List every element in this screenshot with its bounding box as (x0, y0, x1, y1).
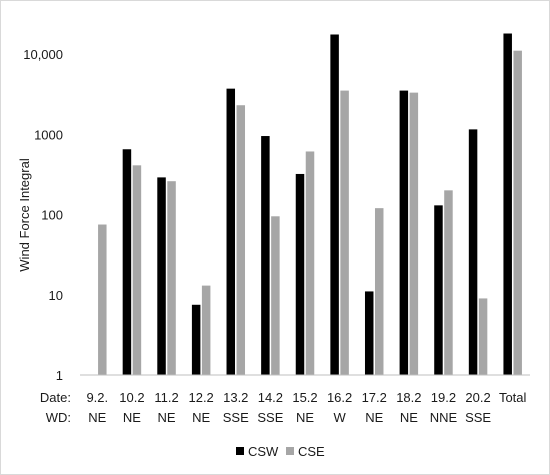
bar-csw-11 (468, 129, 478, 375)
legend-label-csw: CSW (248, 444, 279, 459)
x-wd-label: NE (123, 410, 141, 425)
legend-swatch-csw (236, 447, 244, 455)
bar-csw-1 (122, 149, 132, 375)
x-date-label: 14.2 (258, 390, 283, 405)
bar-csw-5 (261, 136, 270, 375)
x-date-label: 10.2 (119, 390, 144, 405)
y-tick-label: 10 (49, 288, 63, 303)
bar-cse-2 (167, 181, 176, 375)
y-axis-ticks: 1 10 100 1000 10,000 (23, 47, 63, 383)
x-wd-label: W (333, 410, 346, 425)
x-wd-label: SSE (257, 410, 283, 425)
x-wd-label: SSE (223, 410, 249, 425)
bars (98, 33, 522, 376)
legend: CSW CSE (236, 444, 325, 459)
x-wd-label: SSE (465, 410, 491, 425)
bar-csw-3 (191, 304, 201, 375)
x-date-label: 17.2 (362, 390, 387, 405)
legend-label-cse: CSE (298, 444, 325, 459)
x-date-label: 13.2 (223, 390, 248, 405)
bar-cse-7 (340, 90, 349, 376)
bar-cse-0 (98, 224, 107, 375)
x-wd-label: NNE (430, 410, 458, 425)
bar-cse-1 (132, 165, 142, 375)
x-wd-label: NE (158, 410, 176, 425)
bar-cse-4 (236, 105, 246, 375)
bar-csw-12 (503, 33, 512, 376)
bar-cse-11 (478, 298, 488, 375)
x-wd-label: NE (400, 410, 418, 425)
bar-cse-12 (513, 50, 522, 376)
bar-csw-4 (226, 88, 236, 376)
bar-csw-6 (295, 173, 305, 375)
bar-cse-8 (374, 208, 384, 375)
x-date-label: 9.2. (86, 390, 108, 405)
bar-csw-9 (399, 90, 409, 376)
x-date-label: 16.2 (327, 390, 352, 405)
x-wd-label: NE (192, 410, 210, 425)
x-wd-label: NE (296, 410, 314, 425)
bar-csw-10 (434, 205, 443, 375)
bar-csw-7 (330, 34, 339, 376)
y-tick-label: 10,000 (23, 47, 63, 62)
x-date-label: 18.2 (396, 390, 421, 405)
wd-row-label: WD: (46, 410, 71, 425)
bar-cse-5 (271, 216, 280, 375)
bar-cse-10 (444, 190, 453, 375)
y-axis-title: Wind Force Integral (17, 158, 32, 272)
bar-cse-3 (201, 285, 211, 375)
bar-cse-6 (305, 151, 315, 375)
x-date-label: 20.2 (465, 390, 490, 405)
x-date-label: 11.2 (154, 390, 178, 405)
x-date-label: Total (499, 390, 527, 405)
x-wd-label: NE (365, 410, 383, 425)
y-tick-label: 1 (56, 368, 63, 383)
x-date-label: 19.2 (431, 390, 456, 405)
bar-csw-2 (157, 177, 166, 375)
y-tick-label: 100 (41, 208, 63, 223)
x-date-label: 15.2 (292, 390, 317, 405)
bar-cse-9 (409, 92, 419, 376)
date-row-label: Date: (40, 390, 71, 405)
bar-csw-8 (364, 291, 374, 375)
x-wd-label: NE (88, 410, 106, 425)
legend-swatch-cse (286, 447, 294, 455)
y-tick-label: 1000 (34, 127, 63, 142)
x-date-label: 12.2 (188, 390, 213, 405)
x-axis-labels: 9.2. NE 10.2 NE 11.2 NE 12.2 NE 13.2 SSE 14.2 SSE 15… (86, 390, 526, 425)
